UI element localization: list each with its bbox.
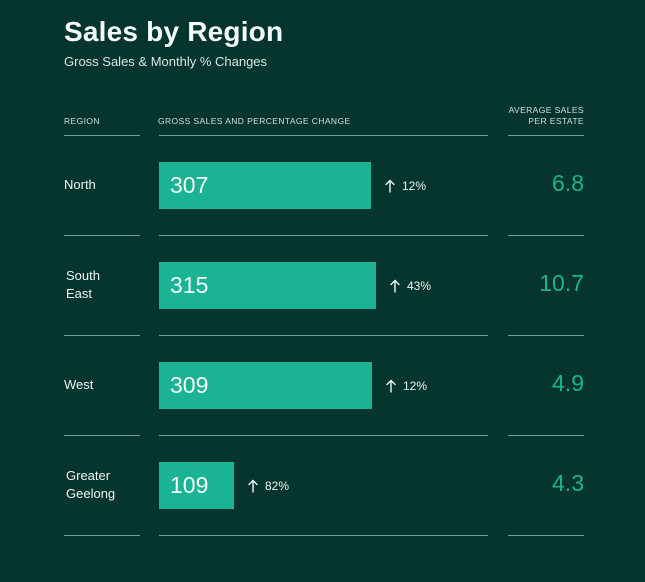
percent-change-label: 12%: [402, 178, 427, 193]
bar-value-label: 109: [170, 472, 209, 498]
region-label-line1: South: [66, 268, 100, 283]
row-divider: [64, 335, 140, 336]
average-sales-value: 6.8: [552, 170, 584, 196]
row-divider: [64, 435, 140, 436]
arrow-up-icon: [390, 279, 400, 293]
percent-change: 82%: [248, 462, 289, 509]
percent-change-label: 12%: [403, 378, 428, 393]
sales-bar: 309: [159, 362, 372, 409]
column-header-region: REGION: [64, 116, 100, 126]
region-label-line2: Geelong: [66, 486, 116, 501]
row-divider: [508, 535, 584, 536]
row-divider: [508, 235, 584, 236]
average-sales-value: 4.9: [552, 370, 584, 396]
percent-change-label: 82%: [265, 478, 290, 493]
row-divider: [508, 135, 584, 136]
arrow-up-icon: [386, 379, 396, 393]
row-divider: [64, 235, 140, 236]
region-label-line2: East: [66, 286, 93, 301]
sales-bar: 109: [159, 462, 234, 509]
percent-change: 43%: [390, 262, 431, 309]
row-divider: [159, 535, 488, 536]
percent-change-label: 43%: [407, 278, 432, 293]
arrow-up-icon: [385, 179, 395, 193]
region-label: West: [64, 376, 93, 394]
bar-value-label: 315: [170, 272, 209, 298]
percent-change: 12%: [385, 162, 426, 209]
column-header-average-sales: AVERAGE SALES PER ESTATE: [490, 105, 584, 127]
region-label: North: [64, 176, 96, 194]
region-label: South East: [66, 267, 100, 303]
region-label: Greater Geelong: [66, 467, 115, 503]
row-divider: [159, 335, 488, 336]
chart-subtitle: Gross Sales & Monthly % Changes: [64, 54, 268, 69]
row-divider: [159, 435, 488, 436]
column-header-average-line1: AVERAGE SALES: [508, 105, 584, 115]
bar-value-label: 309: [170, 372, 209, 398]
region-label-line1: West: [64, 377, 94, 392]
average-sales-value: 10.7: [539, 270, 584, 296]
row-divider: [159, 135, 488, 136]
column-header-gross-sales: GROSS SALES AND PERCENTAGE CHANGE: [158, 116, 351, 126]
sales-bar: 315: [159, 262, 376, 309]
percent-change: 12%: [386, 362, 427, 409]
chart-title: Sales by Region: [64, 16, 284, 47]
column-header-average-line2: PER ESTATE: [528, 116, 584, 126]
row-divider: [64, 535, 140, 536]
region-label-line1: North: [64, 177, 96, 192]
row-divider: [508, 335, 584, 336]
row-divider: [159, 235, 488, 236]
row-divider: [64, 135, 140, 136]
arrow-up-icon: [248, 479, 258, 493]
average-sales-value: 4.3: [552, 470, 584, 496]
sales-bar: 307: [159, 162, 371, 209]
region-label-line1: Greater: [66, 468, 111, 483]
bar-value-label: 307: [170, 172, 209, 198]
row-divider: [508, 435, 584, 436]
